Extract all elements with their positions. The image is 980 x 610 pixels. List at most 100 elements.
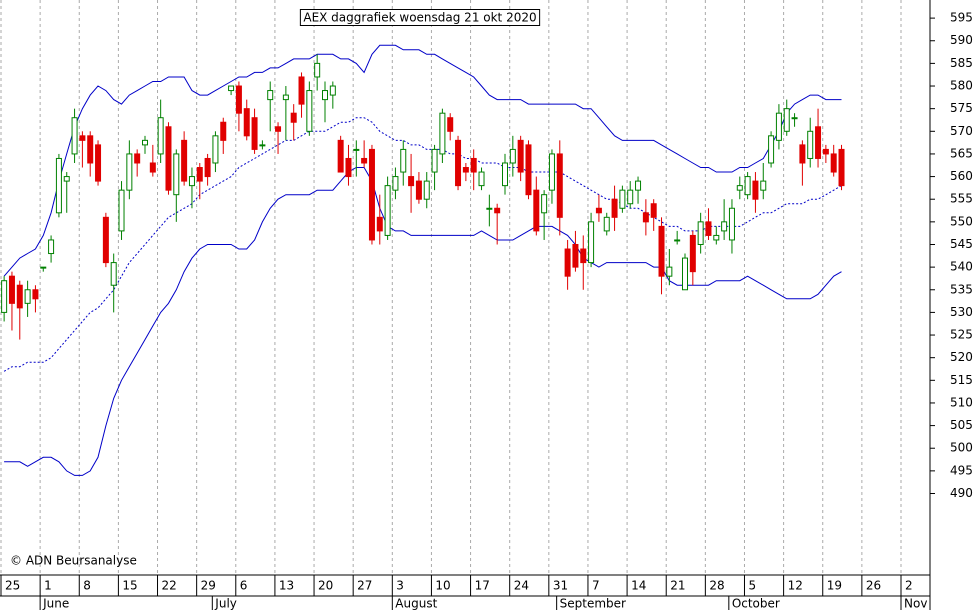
y-tick-label: 515 [950, 373, 973, 387]
candle-body [439, 112, 446, 155]
x-tick-label: 20 [318, 579, 333, 593]
candle-body [408, 176, 415, 187]
candle-body [16, 284, 23, 309]
candle-body [400, 148, 407, 173]
candle-body [196, 167, 203, 182]
candle-body [768, 135, 775, 164]
y-tick-label: 550 [950, 214, 973, 228]
candle-body [572, 243, 579, 268]
x-tick-label: 17 [475, 579, 490, 593]
candle-body [32, 289, 39, 300]
y-tick-label: 560 [950, 169, 973, 183]
candle-body [423, 180, 430, 200]
candle-body [548, 153, 555, 191]
candle-body [71, 117, 78, 155]
candle-body [220, 121, 227, 141]
y-tick-label: 540 [950, 260, 973, 274]
candle-body [775, 112, 782, 141]
x-tick-label: 6 [240, 579, 248, 593]
candle-body [353, 148, 360, 151]
marks [1, 44, 845, 476]
x-tick-label: 22 [162, 579, 177, 593]
month-label: October [732, 597, 780, 610]
x-tick-label: 12 [788, 579, 803, 593]
x-tick-label: 5 [748, 579, 756, 593]
candle-body [235, 85, 242, 114]
x-tick-label: 29 [201, 579, 216, 593]
candle-body [830, 153, 837, 173]
candle-body [642, 212, 649, 223]
candle-body [760, 180, 767, 191]
month-label: June [42, 597, 69, 610]
y-tick-label: 595 [950, 11, 973, 25]
month-label: Nov [904, 597, 927, 610]
candle-body [517, 139, 524, 173]
candle-body [384, 185, 391, 236]
candle-body [243, 108, 250, 137]
candle-body [306, 90, 313, 132]
candle-body [791, 117, 798, 120]
y-tick-label: 555 [950, 192, 973, 206]
candle-body [40, 266, 47, 269]
candle-body [478, 171, 485, 187]
candle-body [650, 203, 657, 218]
candle-body [509, 148, 516, 164]
chart-title: AEX daggrafiek woensdag 21 okt 2020 [303, 11, 536, 25]
candle-body [275, 126, 282, 132]
x-tick-label: 7 [592, 579, 600, 593]
candle-body [799, 144, 806, 164]
candle-body [462, 167, 469, 173]
candle-body [79, 135, 86, 141]
candle-body [118, 189, 125, 232]
bollinger-band [3, 44, 842, 277]
candle-body [525, 144, 532, 196]
candle-body [126, 153, 133, 191]
candle-body [705, 221, 712, 236]
candle-body [55, 157, 62, 214]
candle-body [173, 153, 180, 196]
candle-body [736, 185, 743, 191]
x-tick-label: 24 [514, 579, 529, 593]
candle-body [48, 239, 55, 255]
y-tick-label: 545 [950, 237, 973, 251]
candle-body [721, 221, 728, 232]
x-tick-label: 15 [122, 579, 137, 593]
y-tick-label: 490 [950, 486, 973, 500]
candle-body [470, 157, 477, 173]
candle-body [157, 117, 164, 155]
candle-body [392, 176, 399, 191]
x-tick-label: 1 [44, 579, 52, 593]
candle-body [110, 262, 117, 286]
x-tick-label: 8 [83, 579, 91, 593]
candle-body [580, 248, 587, 264]
y-tick-label: 590 [950, 33, 973, 47]
candle-body [564, 248, 571, 277]
candle-body [95, 144, 102, 182]
candle-body [1, 280, 8, 313]
candle-body [228, 85, 235, 92]
candle-body [556, 153, 563, 218]
candle-body [447, 117, 454, 132]
x-tick-label: 25 [5, 579, 20, 593]
candle-body [689, 234, 696, 273]
candle-body [455, 139, 462, 187]
candle-body [290, 112, 297, 123]
grid [0, 0, 935, 610]
candle-body [541, 194, 548, 214]
y-tick-label: 580 [950, 79, 973, 93]
y-tick-label: 510 [950, 395, 973, 409]
x-tick-label: 14 [631, 579, 646, 593]
candle-body [181, 139, 188, 182]
candle-body [102, 216, 109, 264]
candle-body [329, 85, 336, 96]
candle-body [627, 189, 634, 205]
candle-body [603, 216, 610, 232]
x-tick-label: 27 [357, 579, 372, 593]
y-tick-label: 535 [950, 282, 973, 296]
candle-body [376, 216, 383, 232]
candle-body [165, 126, 172, 191]
y-tick-label: 575 [950, 101, 973, 115]
x-tick-label: 13 [279, 579, 294, 593]
candle-body [595, 207, 602, 214]
candle-body [611, 198, 618, 218]
